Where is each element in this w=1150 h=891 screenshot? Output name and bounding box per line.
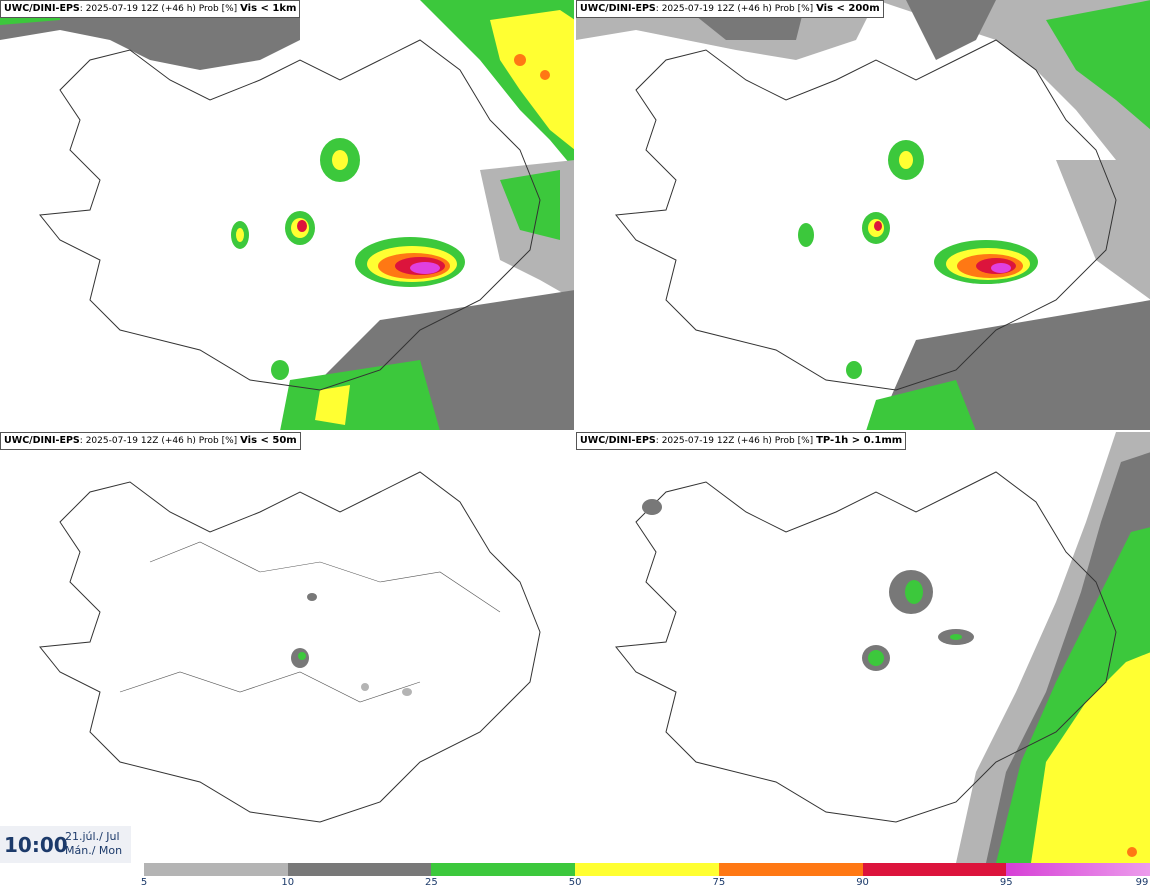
map-vis-200m — [576, 0, 1150, 431]
colorbar-segment — [1006, 863, 1150, 876]
model-label: UWC/DINI-EPS — [580, 435, 656, 446]
model-label: UWC/DINI-EPS — [580, 3, 656, 14]
panel-title: UWC/DINI-EPS: 2025-07-19 12Z (+46 h) Pro… — [576, 0, 884, 18]
variable-label: Vis < 50m — [240, 435, 297, 446]
variable-label: Vis < 1km — [240, 3, 297, 14]
valid-time: 10:00 — [4, 833, 68, 857]
variable-label: Vis < 200m — [816, 3, 880, 14]
map-vis-1km — [0, 0, 575, 431]
colorbar-tick-label: 25 — [425, 877, 438, 888]
model-label: UWC/DINI-EPS — [4, 435, 80, 446]
map-vis-50m — [39, 471, 541, 823]
panel-title: UWC/DINI-EPS: 2025-07-19 12Z (+46 h) Pro… — [0, 0, 301, 18]
run-label: 2025-07-19 12Z (+46 h) Prob [%] — [661, 4, 814, 14]
valid-weekday-label: Mán./ Mon — [65, 844, 123, 857]
map-tp-1h — [615, 432, 1150, 863]
run-label: 2025-07-19 12Z (+46 h) Prob [%] — [85, 436, 238, 446]
colorbar-tick-label: 10 — [281, 877, 295, 888]
map-panel-vis-50m: UWC/DINI-EPS: 2025-07-19 12Z (+46 h) Pro… — [0, 432, 575, 863]
colorbar-tick-label: 95 — [999, 877, 1013, 888]
map-panel-tp-1h: UWC/DINI-EPS: 2025-07-19 12Z (+46 h) Pro… — [576, 432, 1150, 863]
colorbar-ticks: 5 10 25 50 75 90 95 99 — [0, 876, 1150, 891]
colorbar-tick-label: 99 — [1135, 877, 1149, 888]
colorbar-tick-label: 50 — [568, 877, 582, 888]
valid-date-label: 21.júl./ Jul — [65, 830, 120, 843]
model-label: UWC/DINI-EPS — [4, 3, 80, 14]
variable-label: TP-1h > 0.1mm — [816, 435, 903, 446]
probability-colorbar — [144, 863, 1150, 876]
panel-title: UWC/DINI-EPS: 2025-07-19 12Z (+46 h) Pro… — [576, 432, 907, 450]
run-label: 2025-07-19 12Z (+46 h) Prob [%] — [661, 436, 814, 446]
colorbar-segment — [144, 863, 288, 876]
colorbar-tick-label: 75 — [712, 877, 726, 888]
map-panel-vis-1km: UWC/DINI-EPS: 2025-07-19 12Z (+46 h) Pro… — [0, 0, 575, 431]
valid-date: 21.júl./ Jul Mán./ Mon — [65, 830, 122, 858]
panel-title: UWC/DINI-EPS: 2025-07-19 12Z (+46 h) Pro… — [0, 432, 301, 450]
colorbar-tick-label: 5 — [140, 877, 148, 888]
colorbar-segment — [431, 863, 576, 876]
run-label: 2025-07-19 12Z (+46 h) Prob [%] — [85, 4, 238, 14]
valid-time-box: 10:00 21.júl./ Jul Mán./ Mon — [0, 826, 131, 863]
map-panel-vis-200m: UWC/DINI-EPS: 2025-07-19 12Z (+46 h) Pro… — [576, 0, 1150, 431]
colorbar-segment — [862, 863, 1007, 876]
colorbar-segment — [718, 863, 863, 876]
colorbar-tick-label: 90 — [856, 877, 869, 888]
panel-divider-horizontal — [0, 430, 1150, 432]
colorbar-segment — [287, 863, 432, 876]
colorbar-segment — [575, 863, 719, 876]
